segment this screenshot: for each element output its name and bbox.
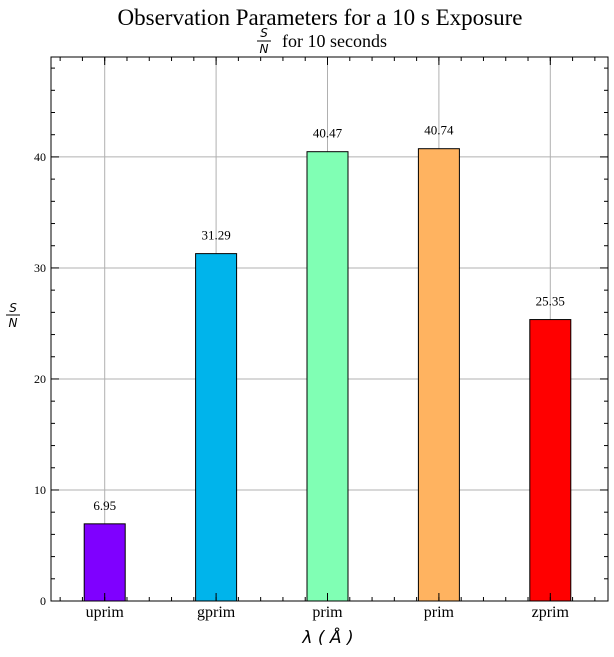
ticks — [51, 57, 608, 602]
y-axis-label-numerator: S — [9, 301, 17, 315]
y-tick-label: 40 — [34, 150, 46, 164]
x-category-label: prim — [312, 604, 343, 621]
bar-prim — [306, 151, 349, 602]
chart-title: Observation Parameters for a 10 s Exposu… — [118, 5, 523, 30]
bar-gprim — [195, 253, 238, 602]
data-label: 40.74 — [424, 123, 454, 138]
subtitle-fraction-denominator: N — [260, 42, 269, 56]
y-tick-label: 10 — [34, 483, 46, 497]
labels: 6.95 31.29 40.47 40.74 25.35 0 10 20 30 40 uprim gp… — [34, 123, 570, 621]
y-axis-label: S N — [6, 301, 20, 330]
y-tick-label: 30 — [34, 261, 46, 275]
x-category-label: uprim — [86, 604, 125, 621]
bars — [83, 148, 572, 602]
data-label: 31.29 — [201, 228, 230, 243]
chart-subtitle: S N for 10 seconds — [257, 26, 387, 56]
x-category-label: prim — [424, 604, 455, 621]
y-tick-label: 20 — [34, 372, 46, 386]
y-axis-label-denominator: N — [9, 316, 18, 330]
subtitle-text: for 10 seconds — [282, 31, 387, 51]
plot-border — [50, 56, 609, 602]
data-label: 40.47 — [313, 126, 343, 141]
bar-prim — [417, 148, 460, 602]
x-axis-label: λ ( Å ) — [301, 626, 353, 648]
bar-uprim — [83, 523, 126, 602]
data-label: 6.95 — [93, 498, 116, 513]
bar-zprim — [529, 319, 572, 602]
y-tick-label: 0 — [40, 594, 46, 608]
x-category-label: zprim — [532, 604, 570, 621]
subtitle-fraction-numerator: S — [260, 26, 268, 40]
data-label: 25.35 — [536, 294, 565, 309]
plot-frame — [50, 56, 609, 602]
x-category-label: gprim — [197, 604, 236, 621]
